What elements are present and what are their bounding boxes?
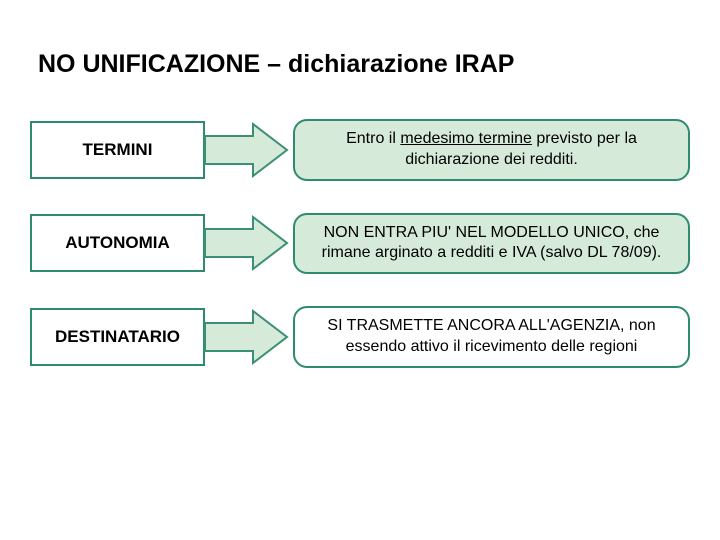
arrow-right-icon (203, 120, 289, 180)
row-termini: TERMINI Entro il medesimo termine previs… (30, 119, 690, 181)
arrow-right-icon (203, 213, 289, 273)
label-autonomia: AUTONOMIA (30, 214, 205, 272)
rows-container: TERMINI Entro il medesimo termine previs… (30, 119, 690, 368)
page-title: NO UNIFICAZIONE – dichiarazione IRAP (30, 50, 690, 79)
row-destinatario: DESTINATARIO SI TRASMETTE ANCORA ALL'AGE… (30, 306, 690, 368)
arrow-right-icon (203, 307, 289, 367)
label-destinatario: DESTINATARIO (30, 308, 205, 366)
desc-autonomia: NON ENTRA PIU' NEL MODELLO UNICO, che ri… (293, 213, 690, 275)
row-autonomia: AUTONOMIA NON ENTRA PIU' NEL MODELLO UNI… (30, 213, 690, 275)
desc-termini: Entro il medesimo termine previsto per l… (293, 119, 690, 181)
desc-destinatario: SI TRASMETTE ANCORA ALL'AGENZIA, non ess… (293, 306, 690, 368)
desc-text-underlined: medesimo termine (400, 130, 532, 147)
label-termini: TERMINI (30, 121, 205, 179)
desc-text-pre: Entro il (346, 130, 400, 147)
